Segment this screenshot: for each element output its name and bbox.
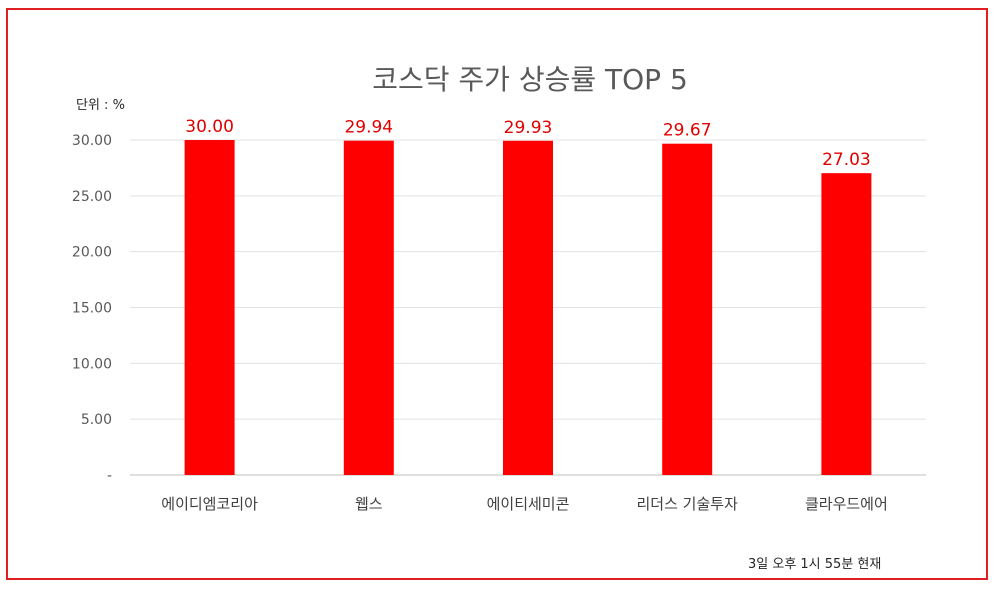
bar — [821, 173, 872, 476]
category-label: 웹스 — [355, 495, 383, 513]
category-label: 클라우드에어 — [805, 495, 888, 513]
y-tick-label: 10.00 — [72, 356, 112, 372]
category-label: 리더스 기술투자 — [637, 495, 739, 513]
bar — [503, 140, 553, 475]
y-tick-label: 20.00 — [72, 245, 112, 261]
y-tick-label: - — [107, 468, 112, 484]
data-label: 27.03 — [822, 150, 871, 170]
unit-label: 단위 : % — [76, 98, 125, 113]
y-axis-ticks: - 5.00 10.00 15.00 20.00 25.00 30.00 — [72, 133, 112, 484]
data-label: 29.93 — [504, 118, 553, 138]
data-label: 29.94 — [344, 118, 393, 138]
category-label: 에이디엠코리아 — [161, 495, 258, 513]
category-label: 에이티세미콘 — [487, 495, 570, 513]
category-labels: 에이디엠코리아 웹스 에이티세미콘 리더스 기술투자 클라우드에어 — [161, 495, 888, 513]
y-tick-label: 5.00 — [81, 412, 112, 428]
bars — [184, 140, 872, 476]
data-label: 29.67 — [663, 121, 712, 141]
y-tick-label: 15.00 — [72, 301, 112, 317]
data-label: 30.00 — [185, 117, 234, 137]
timestamp-note: 3일 오후 1시 55분 현재 — [748, 557, 882, 572]
chart-title: 코스닥 주가 상승률 TOP 5 — [372, 63, 688, 96]
bar — [184, 140, 235, 475]
bar — [343, 140, 394, 476]
chart-frame — [6, 8, 988, 580]
y-tick-label: 30.00 — [72, 133, 112, 149]
data-labels: 30.00 29.94 29.93 29.67 27.03 — [185, 117, 870, 170]
bar — [662, 143, 713, 475]
y-tick-label: 25.00 — [72, 189, 112, 205]
